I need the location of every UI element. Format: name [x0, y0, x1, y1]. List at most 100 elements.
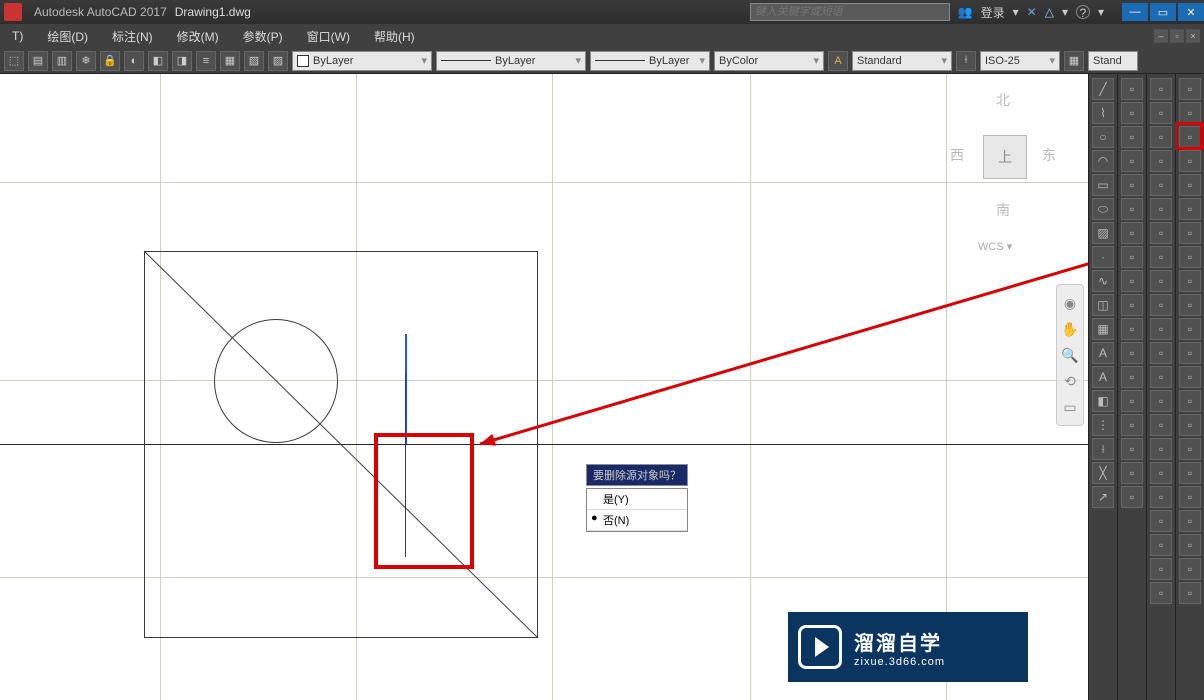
tool-fillet[interactable]: ▫	[1150, 414, 1172, 436]
tool-over[interactable]: ▫	[1121, 486, 1143, 508]
app-store-icon[interactable]: △	[1045, 5, 1054, 19]
tool-dim-lin[interactable]: ▫	[1121, 78, 1143, 100]
tool-sel[interactable]: ▫	[1179, 558, 1201, 580]
dropdown-icon[interactable]: ▾	[1013, 5, 1019, 19]
viewcube-wcs[interactable]: WCS ▾	[978, 240, 1012, 253]
tool-brk2[interactable]: ▫	[1179, 294, 1201, 316]
nav-showmotion-icon[interactable]: ▭	[1058, 395, 1082, 419]
prompt-option-yes[interactable]: 是(Y)	[587, 489, 687, 510]
tool-del[interactable]: ▫	[1179, 414, 1201, 436]
tool-offset[interactable]: ▫	[1150, 150, 1172, 172]
tool-region[interactable]: ◫	[1092, 294, 1114, 316]
nav-zoom-icon[interactable]: 🔍	[1058, 343, 1082, 367]
tool-cham2[interactable]: ▫	[1179, 318, 1201, 340]
menu-dimension[interactable]: 标注(N)	[100, 28, 165, 45]
layer-props-icon[interactable]: ⬚	[4, 51, 24, 71]
tool-align2[interactable]: ▫	[1150, 462, 1172, 484]
layer-prev-icon[interactable]: ◨	[172, 51, 192, 71]
menu-help[interactable]: 帮助(H)	[362, 28, 427, 45]
tool-copy[interactable]: ▫	[1150, 102, 1172, 124]
menu-format[interactable]: T)	[0, 29, 35, 43]
viewcube-north[interactable]: 北	[996, 90, 1010, 110]
tool-upd[interactable]: ▫	[1121, 342, 1143, 364]
dimstyle-dropdown[interactable]: ISO-25 ▾	[980, 51, 1060, 71]
layer-states-icon[interactable]: ▤	[28, 51, 48, 71]
linetype-dropdown[interactable]: ByLayer ▾	[436, 51, 586, 71]
tool-rect[interactable]: ▭	[1092, 174, 1114, 196]
tool-filter[interactable]: ▫	[1179, 582, 1201, 604]
tool-fil2[interactable]: ▫	[1179, 342, 1201, 364]
tool-grp[interactable]: ▫	[1150, 582, 1172, 604]
textstyle-dropdown[interactable]: Standard ▾	[852, 51, 952, 71]
tool-trim[interactable]: ▫	[1150, 294, 1172, 316]
viewcube-east[interactable]: 东	[1042, 145, 1056, 165]
layer-match-icon[interactable]: ◧	[148, 51, 168, 71]
menu-window[interactable]: 窗口(W)	[295, 28, 362, 45]
tool-scale[interactable]: ▫	[1150, 246, 1172, 268]
layer-lock-icon[interactable]: 🔒	[100, 51, 120, 71]
tool-expl2[interactable]: ▫	[1179, 390, 1201, 412]
tool-insp[interactable]: ▫	[1121, 462, 1143, 484]
tool-ungrp[interactable]: ▫	[1179, 462, 1201, 484]
tool-break2[interactable]: ▫	[1150, 342, 1172, 364]
tool-join[interactable]: ▫	[1150, 366, 1172, 388]
menu-modify[interactable]: 修改(M)	[165, 28, 231, 45]
tool-dim-ord[interactable]: ▫	[1121, 174, 1143, 196]
viewcube-top[interactable]: 上	[983, 135, 1027, 179]
tool-join2[interactable]: ▫	[1179, 366, 1201, 388]
tool-editpl[interactable]: ▫	[1150, 510, 1172, 532]
tool-array2[interactable]: ▫	[1179, 198, 1201, 220]
tool-hatch[interactable]: ▨	[1092, 222, 1114, 244]
doc-close[interactable]: ×	[1186, 29, 1200, 43]
menu-draw[interactable]: 绘图(D)	[35, 28, 100, 45]
layer-freeze-icon[interactable]: ❄	[76, 51, 96, 71]
tool-tol[interactable]: ▫	[1121, 270, 1143, 292]
nav-pan-icon[interactable]: ✋	[1058, 317, 1082, 341]
tool-mtext[interactable]: A	[1092, 366, 1114, 388]
tool-erase[interactable]: ▫	[1150, 78, 1172, 100]
tool-dim-rad[interactable]: ▫	[1121, 126, 1143, 148]
layer-iso-icon[interactable]: ▥	[52, 51, 72, 71]
tool-grp2[interactable]: ▫	[1179, 438, 1201, 460]
exchange-icon[interactable]: ✕	[1027, 5, 1037, 19]
tool-center[interactable]: ▫	[1121, 294, 1143, 316]
tool-extend[interactable]: ▫	[1150, 318, 1172, 340]
tool-arc[interactable]: ◠	[1092, 150, 1114, 172]
help-dropdown-icon[interactable]: ▾	[1098, 5, 1104, 19]
tool-pline[interactable]: ⌇	[1092, 102, 1114, 124]
layer-walk-icon[interactable]: ▦	[220, 51, 240, 71]
tool-explode[interactable]: ▫	[1150, 438, 1172, 460]
tool-trim2[interactable]: ▫	[1179, 246, 1201, 268]
tool-match[interactable]: ▫	[1179, 510, 1201, 532]
tool-dim-ang[interactable]: ▫	[1121, 102, 1143, 124]
search-input[interactable]	[750, 3, 950, 21]
color-dropdown[interactable]: ByColor ▾	[714, 51, 824, 71]
tool-rotate[interactable]: ▫	[1150, 222, 1172, 244]
tool-block[interactable]: ◧	[1092, 390, 1114, 412]
tool-ext2[interactable]: ▫	[1179, 270, 1201, 292]
tool-ray[interactable]: ↗	[1092, 486, 1114, 508]
layer-merge-icon[interactable]: ▧	[244, 51, 264, 71]
tool-stretch2[interactable]: ▫	[1179, 174, 1201, 196]
tool-move2[interactable]: ▫	[1179, 78, 1201, 100]
tool-text[interactable]: A	[1092, 342, 1114, 364]
dropdown2-icon[interactable]: ▾	[1062, 5, 1068, 19]
help-icon[interactable]: ?	[1076, 5, 1090, 19]
tool-ellipse[interactable]: ⬭	[1092, 198, 1114, 220]
layer-dropdown[interactable]: ByLayer ▾	[292, 51, 432, 71]
minimize-button[interactable]: —	[1122, 3, 1148, 21]
tool-props[interactable]: ▫	[1179, 486, 1201, 508]
nav-wheel-icon[interactable]: ◉	[1058, 291, 1082, 315]
tool-spline[interactable]: ∿	[1092, 270, 1114, 292]
table-style-icon[interactable]: ▦	[1064, 51, 1084, 71]
tool-jog[interactable]: ▫	[1121, 438, 1143, 460]
tool-leader[interactable]: ▫	[1121, 246, 1143, 268]
doc-restore[interactable]: ▫	[1170, 29, 1184, 43]
tool-break[interactable]: ▫	[1121, 414, 1143, 436]
account-icon[interactable]: 👥	[958, 5, 973, 19]
tool-meas[interactable]: ⟊	[1092, 438, 1114, 460]
tool-chamfer[interactable]: ▫	[1150, 390, 1172, 412]
tool-edittext[interactable]: ▫	[1150, 558, 1172, 580]
text-style-icon[interactable]: A	[828, 51, 848, 71]
tool-mirror[interactable]: ▫	[1150, 126, 1172, 148]
